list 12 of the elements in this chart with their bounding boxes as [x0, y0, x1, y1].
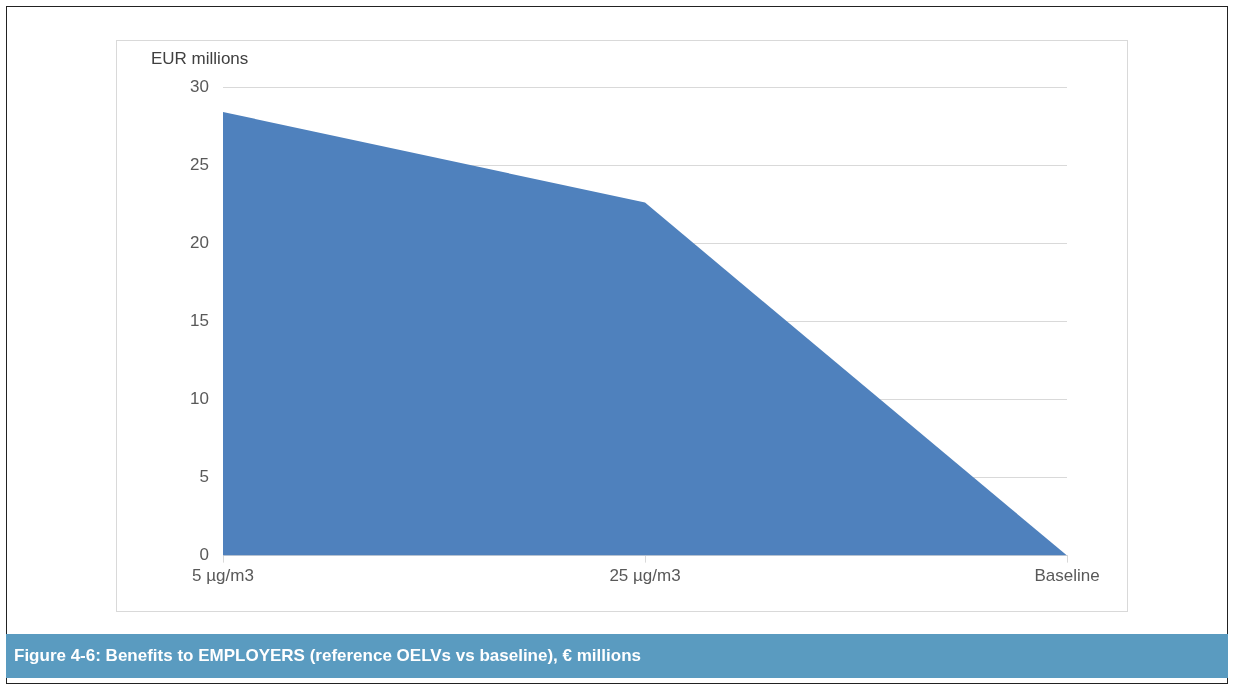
y-tick-label: 0 — [199, 545, 209, 565]
text: Figure 4-6: Benefits to EMPLOYERS (reference OELVs vs baseline), € millions — [6, 634, 1228, 678]
y-axis-title: EUR millions — [151, 48, 249, 68]
y-tick-label: 30 — [190, 76, 209, 96]
y-tick-label: 25 — [190, 154, 209, 174]
y-tick-label: 5 — [199, 467, 209, 487]
y-tick-label: 15 — [190, 310, 209, 330]
x-tick-label: 5 µg/m3 — [192, 566, 254, 586]
x-tick-label: Baseline — [1034, 566, 1100, 586]
y-tick-label: 10 — [190, 389, 209, 409]
x-tick-label: 25 µg/m3 — [609, 566, 681, 586]
y-tick-label: 20 — [190, 232, 209, 252]
